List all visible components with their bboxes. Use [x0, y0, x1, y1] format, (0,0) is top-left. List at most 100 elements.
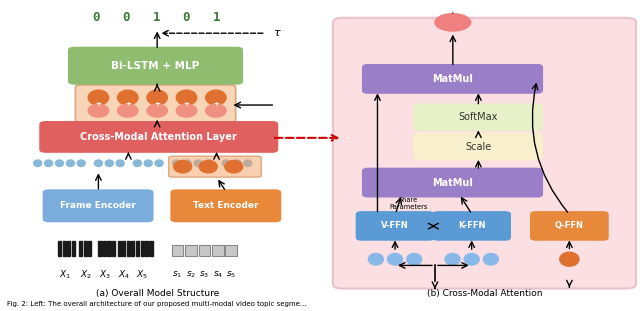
Text: $X_4$: $X_4$ — [118, 268, 130, 281]
Text: K-FFN: K-FFN — [458, 221, 485, 230]
Text: $X_5$: $X_5$ — [136, 268, 148, 281]
Bar — [84, 241, 87, 256]
Bar — [79, 241, 83, 256]
Ellipse shape — [176, 104, 196, 117]
FancyBboxPatch shape — [433, 212, 510, 240]
Bar — [150, 241, 153, 256]
Ellipse shape — [147, 90, 168, 105]
FancyBboxPatch shape — [198, 245, 210, 256]
Bar — [136, 241, 140, 256]
FancyBboxPatch shape — [225, 245, 237, 256]
Text: (b) Cross-Modal Attention: (b) Cross-Modal Attention — [427, 289, 543, 298]
Bar — [88, 241, 92, 256]
Bar — [99, 241, 102, 256]
FancyBboxPatch shape — [76, 85, 236, 122]
FancyBboxPatch shape — [363, 65, 542, 93]
Text: $s_5$: $s_5$ — [226, 269, 236, 280]
Ellipse shape — [55, 160, 63, 167]
Text: SoftMax: SoftMax — [458, 112, 498, 122]
Bar — [131, 241, 134, 256]
Ellipse shape — [105, 160, 113, 167]
Ellipse shape — [560, 252, 579, 266]
Text: $X_3$: $X_3$ — [99, 268, 111, 281]
FancyBboxPatch shape — [172, 245, 183, 256]
Ellipse shape — [194, 160, 202, 167]
Circle shape — [435, 14, 470, 31]
FancyBboxPatch shape — [356, 212, 434, 240]
FancyBboxPatch shape — [69, 48, 242, 84]
Text: $X_1$: $X_1$ — [58, 268, 70, 281]
Ellipse shape — [77, 160, 85, 167]
Bar — [103, 241, 106, 256]
Ellipse shape — [66, 160, 74, 167]
FancyBboxPatch shape — [212, 245, 223, 256]
FancyBboxPatch shape — [40, 122, 277, 152]
FancyBboxPatch shape — [363, 169, 542, 197]
Text: +: + — [154, 101, 160, 107]
Ellipse shape — [406, 253, 422, 265]
Bar — [67, 241, 70, 256]
FancyBboxPatch shape — [531, 212, 608, 240]
Text: Cross-Modal Attention Layer: Cross-Modal Attention Layer — [81, 132, 237, 142]
Ellipse shape — [205, 104, 226, 117]
Bar — [63, 241, 66, 256]
Ellipse shape — [133, 160, 141, 167]
Ellipse shape — [464, 253, 479, 265]
Text: Bi-LSTM + MLP: Bi-LSTM + MLP — [111, 61, 200, 71]
Ellipse shape — [155, 160, 163, 167]
Ellipse shape — [116, 160, 124, 167]
Bar — [72, 241, 75, 256]
Ellipse shape — [176, 90, 196, 105]
FancyBboxPatch shape — [169, 156, 261, 177]
Bar — [127, 241, 130, 256]
Text: Share
Parameters: Share Parameters — [389, 197, 428, 210]
FancyBboxPatch shape — [172, 190, 280, 221]
Text: MatMul: MatMul — [432, 74, 473, 84]
Ellipse shape — [44, 160, 52, 167]
Ellipse shape — [88, 90, 109, 105]
Ellipse shape — [368, 253, 383, 265]
Ellipse shape — [205, 90, 226, 105]
Bar — [58, 241, 61, 256]
Text: Frame Encoder: Frame Encoder — [60, 201, 136, 210]
Ellipse shape — [222, 160, 230, 167]
Ellipse shape — [88, 104, 109, 117]
FancyBboxPatch shape — [185, 245, 196, 256]
Bar — [145, 241, 148, 256]
Text: 0   0   1   0   1: 0 0 1 0 1 — [93, 11, 221, 24]
Bar — [112, 241, 115, 256]
Ellipse shape — [183, 160, 191, 167]
Bar — [108, 241, 111, 256]
Ellipse shape — [144, 160, 152, 167]
Ellipse shape — [199, 160, 217, 173]
Text: +: + — [125, 101, 131, 107]
Ellipse shape — [387, 253, 403, 265]
Text: $s_3$: $s_3$ — [199, 269, 209, 280]
Ellipse shape — [33, 160, 42, 167]
Text: MatMul: MatMul — [432, 178, 473, 188]
FancyBboxPatch shape — [414, 104, 542, 130]
Text: $s_4$: $s_4$ — [212, 269, 223, 280]
Text: (a) Overall Model Structure: (a) Overall Model Structure — [95, 289, 219, 298]
Bar — [118, 241, 121, 256]
Ellipse shape — [118, 104, 138, 117]
Ellipse shape — [147, 104, 168, 117]
Bar — [122, 241, 125, 256]
Ellipse shape — [225, 160, 243, 173]
Bar — [141, 241, 144, 256]
Text: $s_2$: $s_2$ — [186, 269, 196, 280]
FancyBboxPatch shape — [414, 133, 542, 160]
Text: Text Encoder: Text Encoder — [193, 201, 259, 210]
Text: V-FFN: V-FFN — [381, 221, 409, 230]
Ellipse shape — [172, 160, 180, 167]
Ellipse shape — [173, 160, 191, 173]
Ellipse shape — [205, 160, 213, 167]
Ellipse shape — [94, 160, 102, 167]
Text: τ: τ — [273, 28, 280, 38]
Text: $X_2$: $X_2$ — [79, 268, 92, 281]
Ellipse shape — [483, 253, 499, 265]
Ellipse shape — [233, 160, 241, 167]
Text: $s_1$: $s_1$ — [173, 269, 182, 280]
Text: Scale: Scale — [465, 142, 491, 151]
FancyBboxPatch shape — [333, 18, 636, 289]
